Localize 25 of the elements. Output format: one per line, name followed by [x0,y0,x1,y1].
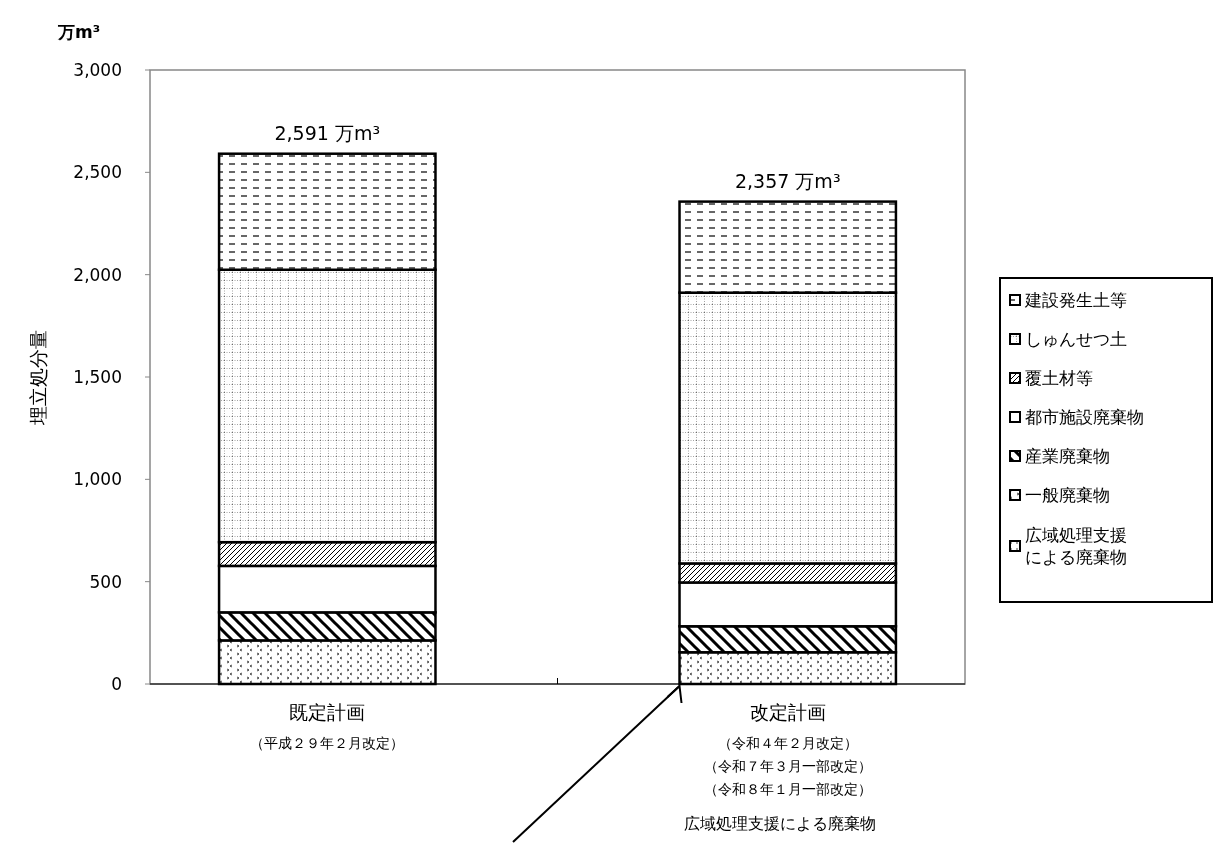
x-tick-label: 改定計画 [749,701,826,723]
y-axis-title: 埋立処分量 [27,329,49,426]
legend-label: 広域処理支援による廃棄物 [1025,524,1127,567]
legend-label: 一般廃棄物 [1025,484,1110,505]
legend-label: 覆土材等 [1025,367,1093,388]
text: （平成２９年２月改定） [250,735,405,751]
y-tick-label: 1,500 [73,366,122,387]
y-tick-label: 3,000 [73,59,122,80]
text: 広域処理支援による廃棄物 [683,814,876,833]
legend-label: 産業廃棄物 [1025,445,1110,466]
y-tick-label: 2,000 [73,264,122,285]
text: （令和４年２月改定） [717,735,858,751]
total-label: 2,591 万m³ [274,121,381,144]
text: 万m³ [57,22,101,42]
text: （令和８年１月一部改定） [703,781,872,797]
legend-label: 建設発生土等 [1024,289,1127,310]
y-tick-label: 0 [111,673,122,694]
y-tick-label: 500 [89,571,122,592]
text: （令和７年３月一部改定） [703,758,872,774]
legend-label: しゅんせつ土 [1025,328,1127,349]
legend-label: 都市施設廃棄物 [1025,406,1144,427]
total-label: 2,357 万m³ [734,169,841,192]
y-tick-label: 2,500 [73,162,122,183]
y-tick-label: 1,000 [73,469,122,490]
x-tick-label: 既定計画 [289,701,366,723]
